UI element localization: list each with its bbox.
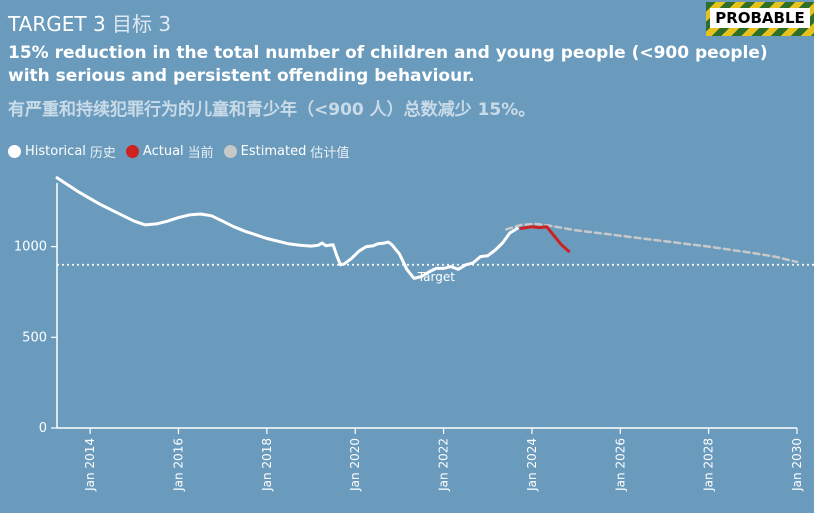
x-tick-label: Jan 2022	[437, 438, 451, 492]
legend-label-estimated-cn: 估计值	[310, 146, 350, 161]
y-tick-label: 1000	[14, 240, 47, 255]
chart-axes	[56, 183, 797, 429]
series-line-historical	[55, 176, 519, 280]
series-lines	[55, 176, 799, 280]
status-badge: PROBABLE	[706, 2, 814, 36]
legend-dot-historical	[8, 145, 21, 158]
status-badge-label: PROBABLE	[710, 8, 810, 28]
y-axis-ticks: 0 500 1000	[14, 240, 57, 436]
legend-label-historical: Historical	[25, 144, 86, 159]
x-axis-ticks: Jan 2014 Jan 2016 Jan 2018 Jan 2020 Jan 2022…	[83, 428, 804, 492]
chart-legend: Historical 历史 Actual 当前 Estimated 估计值	[8, 142, 359, 161]
legend-item-historical: Historical 历史	[8, 142, 116, 161]
title-cn: 目标 3	[112, 12, 172, 36]
x-tick-label: Jan 2014	[83, 438, 97, 492]
x-tick-label: Jan 2018	[260, 438, 274, 492]
legend-item-estimated: Estimated 估计值	[223, 142, 350, 161]
x-tick-label: Jan 2020	[348, 438, 362, 492]
series-line-estimated	[504, 222, 799, 264]
x-tick-label: Jan 2026	[613, 438, 627, 492]
x-tick-label: Jan 2030	[790, 438, 804, 492]
legend-label-historical-cn: 历史	[89, 146, 116, 161]
subtitle-chinese: 有严重和持续犯罪行为的儿童和青少年（<900 人）总数减少 15%。	[8, 100, 536, 120]
subtitle-english: 15% reduction in the total number of chi…	[8, 43, 768, 86]
legend-item-actual: Actual 当前	[125, 142, 214, 161]
page-title: TARGET 3 目标 3	[8, 8, 171, 37]
legend-label-actual: Actual	[142, 144, 184, 159]
x-tick-label: Jan 2028	[702, 438, 716, 492]
legend-dot-estimated	[223, 145, 237, 158]
series-line-actual	[519, 225, 571, 253]
title-en: TARGET 3	[8, 12, 106, 36]
y-tick-label: 500	[22, 330, 47, 345]
legend-label-actual-cn: 当前	[187, 146, 214, 161]
x-tick-label: Jan 2024	[525, 438, 539, 492]
y-tick-label: 0	[39, 421, 47, 436]
legend-label-estimated: Estimated	[240, 144, 307, 159]
legend-dot-actual	[125, 145, 139, 158]
x-tick-label: Jan 2016	[171, 438, 185, 492]
